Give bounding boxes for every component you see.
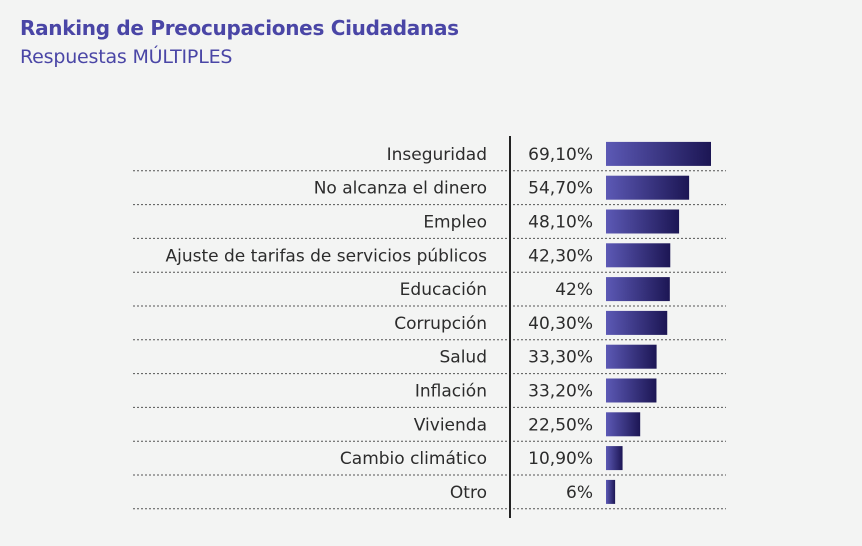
category-label: Corrupción [394, 314, 487, 334]
category-label: Ajuste de tarifas de servicios públicos [165, 246, 487, 266]
value-label: 10,90% [528, 449, 593, 469]
chart-title: Ranking de Preocupaciones Ciudadanas [20, 16, 459, 40]
value-label: 48,10% [528, 213, 593, 233]
category-label: Educación [400, 280, 487, 300]
value-label: 42,30% [528, 246, 593, 266]
chart-subtitle: Respuestas MÚLTIPLES [20, 46, 233, 68]
bar [606, 344, 657, 369]
category-label: Vivienda [414, 415, 487, 435]
value-label: 33,20% [528, 382, 593, 402]
category-label: Inseguridad [387, 145, 487, 165]
bar [606, 310, 668, 335]
bar [606, 479, 616, 504]
category-label: No alcanza el dinero [314, 179, 487, 199]
bar [606, 446, 623, 471]
value-label: 6% [566, 483, 593, 503]
value-label: 42% [555, 280, 593, 300]
category-label: Cambio climático [340, 449, 487, 469]
bar [606, 243, 671, 268]
value-label: 22,50% [528, 415, 593, 435]
bar [606, 175, 690, 200]
value-label: 54,70% [528, 179, 593, 199]
bar [606, 277, 670, 302]
value-label: 40,30% [528, 314, 593, 334]
category-label: Otro [450, 483, 487, 503]
category-label: Inflación [415, 382, 487, 402]
category-label: Salud [440, 348, 488, 368]
bar [606, 412, 641, 437]
bar [606, 378, 657, 403]
value-label: 33,30% [528, 348, 593, 368]
category-label: Empleo [423, 213, 487, 233]
bar [606, 209, 680, 234]
value-label: 69,10% [528, 145, 593, 165]
bar [606, 141, 711, 166]
